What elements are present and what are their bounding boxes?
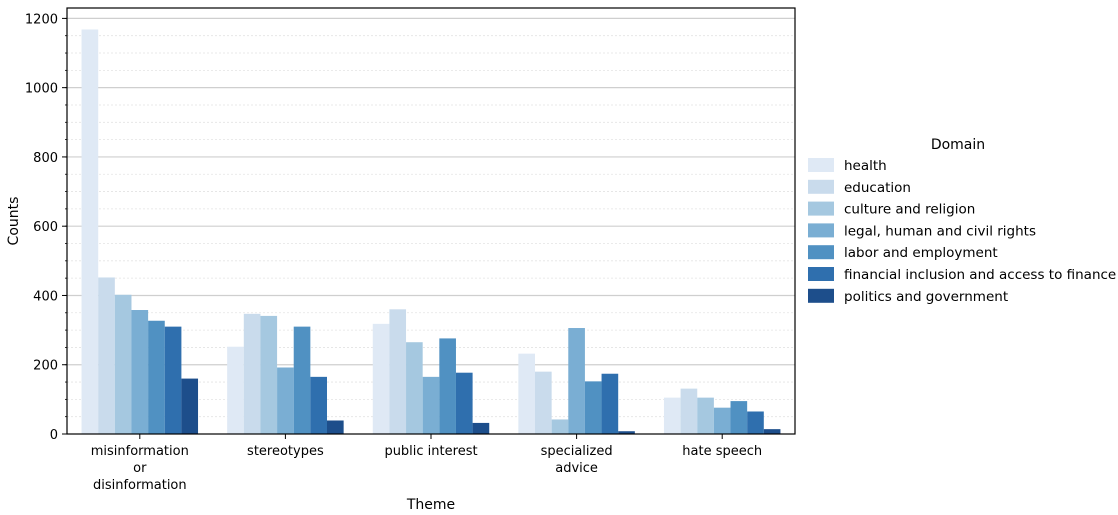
bar xyxy=(227,346,244,434)
bar xyxy=(310,376,327,434)
y-tick-label: 200 xyxy=(33,359,58,374)
x-tick-label: hate speech xyxy=(682,444,762,459)
bar xyxy=(243,313,261,434)
bar xyxy=(551,419,569,434)
bar xyxy=(327,420,344,434)
x-tick-label: advice xyxy=(555,461,598,476)
bar xyxy=(763,429,781,434)
bar xyxy=(372,323,390,434)
bar xyxy=(148,320,165,434)
bar xyxy=(260,315,278,434)
grid-layer xyxy=(67,17,795,418)
bar xyxy=(584,381,602,434)
legend-label: politics and government xyxy=(844,289,1008,305)
legend-swatch xyxy=(808,158,834,172)
y-tick-label: 1000 xyxy=(25,82,58,97)
bar xyxy=(98,277,115,434)
y-tick-label: 0 xyxy=(50,428,58,443)
y-tick-label: 800 xyxy=(33,151,58,166)
bar xyxy=(114,294,132,434)
legend-items: health education culture and religion legal… xyxy=(808,158,1116,305)
bar xyxy=(618,431,635,434)
bar xyxy=(601,373,619,434)
bar xyxy=(439,338,456,434)
bars-layer xyxy=(81,29,781,434)
legend-label: financial inclusion and access to financ… xyxy=(844,267,1116,283)
bar xyxy=(747,411,764,434)
legend-label: health xyxy=(844,158,887,174)
bar xyxy=(181,378,199,434)
bar xyxy=(730,401,748,434)
x-tick-label: misinformation xyxy=(91,444,189,459)
bar xyxy=(164,326,182,434)
bar xyxy=(131,310,149,434)
legend-swatch xyxy=(808,223,834,238)
bar xyxy=(455,372,473,434)
x-tick-label: stereotypes xyxy=(247,444,324,459)
bar xyxy=(713,407,731,434)
bar xyxy=(422,376,440,434)
bar xyxy=(568,328,585,434)
bar xyxy=(518,353,535,434)
legend-swatch xyxy=(808,245,834,260)
x-tick-label: disinformation xyxy=(93,478,187,493)
bar xyxy=(389,309,407,434)
legend-swatch xyxy=(808,288,834,303)
x-tick-label: or xyxy=(133,461,147,476)
x-axis-title: Theme xyxy=(406,497,455,513)
y-tick-label: 600 xyxy=(33,220,58,235)
legend-swatch xyxy=(808,267,834,281)
legend-swatch xyxy=(808,179,834,194)
legend-label: education xyxy=(844,180,911,196)
bar xyxy=(535,371,552,434)
x-tick-label: public interest xyxy=(384,444,477,459)
legend-swatch xyxy=(808,201,834,216)
axes-layer: 0 200 400 600 800 1000 1200 misinformation or dis… xyxy=(25,7,796,493)
bar xyxy=(81,29,99,434)
legend-label: culture and religion xyxy=(844,202,975,218)
bar xyxy=(680,388,698,434)
legend: Domain health education culture and religi… xyxy=(808,137,1116,305)
x-tick-label: specialized xyxy=(541,444,613,459)
legend-label: labor and employment xyxy=(844,245,998,261)
bar xyxy=(472,422,490,434)
bar xyxy=(277,367,294,434)
legend-title: Domain xyxy=(931,137,985,153)
bar xyxy=(406,342,423,434)
y-tick-label: 400 xyxy=(33,289,58,304)
bar xyxy=(697,397,714,434)
legend-label: legal, human and civil rights xyxy=(844,223,1036,239)
y-axis-title: Counts xyxy=(6,197,22,246)
y-tick-label: 1200 xyxy=(25,12,58,27)
bar xyxy=(663,397,681,434)
bar xyxy=(293,326,311,434)
